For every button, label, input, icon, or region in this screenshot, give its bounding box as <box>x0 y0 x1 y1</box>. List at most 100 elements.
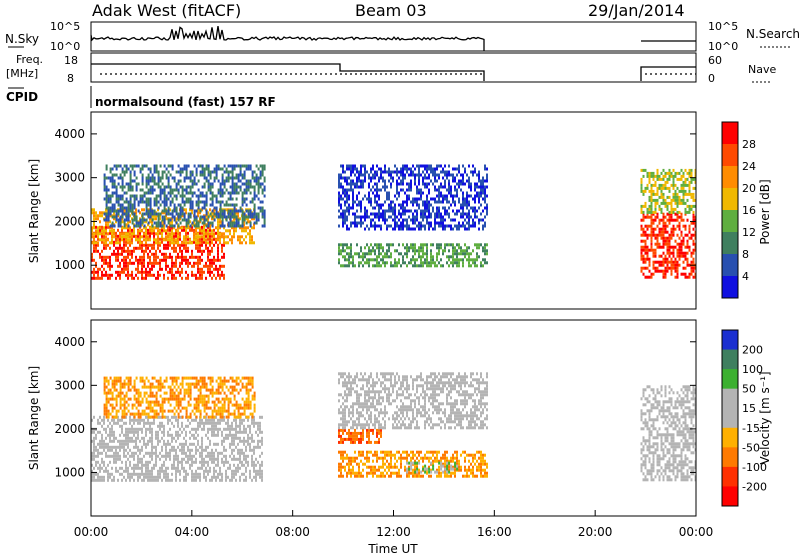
heatmap-cell <box>406 188 408 192</box>
heatmap-cell <box>189 228 191 232</box>
heatmap-cell <box>141 164 144 168</box>
heatmap-cell <box>151 209 154 213</box>
heatmap-cell <box>410 185 412 189</box>
heatmap-cell <box>95 234 97 238</box>
heatmap-cell <box>129 220 131 224</box>
heatmap-cell <box>103 439 105 443</box>
heatmap-cell <box>151 231 153 235</box>
heatmap-cell <box>384 188 386 192</box>
heatmap-cell <box>458 170 460 174</box>
heatmap-cell <box>151 212 154 216</box>
heatmap-cell <box>177 226 179 230</box>
heatmap-cell <box>368 191 370 195</box>
heatmap-cell <box>127 442 129 446</box>
heatmap-cell <box>167 176 170 180</box>
heatmap-cell <box>656 242 659 246</box>
heatmap-cell <box>127 433 129 437</box>
heatmap-cell <box>670 201 673 205</box>
heatmap-cell <box>480 212 482 216</box>
heatmap-cell <box>155 164 158 168</box>
heatmap-cell <box>402 179 404 183</box>
heatmap-cell <box>414 167 416 171</box>
heatmap-cell <box>191 264 193 268</box>
heatmap-cell <box>418 203 420 207</box>
heatmap-cell <box>203 185 206 189</box>
heatmap-cell <box>171 463 173 467</box>
heatmap-cell <box>97 270 99 274</box>
heatmap-cell <box>223 203 226 207</box>
heatmap-cell <box>105 430 107 434</box>
heatmap-cell <box>161 421 163 425</box>
heatmap-cell <box>169 478 171 482</box>
heatmap-cell <box>422 212 424 216</box>
heatmap-cell <box>219 466 221 470</box>
heatmap-cell <box>167 185 170 189</box>
heatmap-cell <box>472 170 474 174</box>
heatmap-cell <box>243 176 246 180</box>
heatmap-cell <box>153 203 156 207</box>
heatmap-cell <box>342 221 344 225</box>
heatmap-cell <box>428 191 430 195</box>
heatmap-cell <box>217 454 219 458</box>
heatmap-cell <box>368 194 370 198</box>
heatmap-cell <box>390 261 392 265</box>
heatmap-cell <box>93 448 95 452</box>
heatmap-cell <box>157 179 160 183</box>
heatmap-cell <box>478 243 480 247</box>
heatmap-cell <box>227 235 229 239</box>
heatmap-cell <box>386 249 388 253</box>
heatmap-cell <box>474 206 476 210</box>
heatmap-cell <box>676 242 679 246</box>
heatmap-cell <box>416 249 418 253</box>
heatmap-cell <box>358 176 360 180</box>
heatmap-cell <box>368 215 370 219</box>
heatmap-cell <box>678 210 681 214</box>
heatmap-cell <box>155 261 157 265</box>
heatmap-cell <box>193 182 196 186</box>
heatmap-cell <box>91 418 93 422</box>
heatmap-cell <box>233 472 235 476</box>
heatmap-cell <box>452 179 454 183</box>
heatmap-cell <box>157 255 159 259</box>
heatmap-cell <box>173 209 176 213</box>
heatmap-cell <box>215 424 217 428</box>
heatmap-cell <box>111 182 114 186</box>
heatmap-cell <box>179 264 181 268</box>
heatmap-cell <box>189 224 192 228</box>
heatmap-cell <box>344 258 346 262</box>
heatmap-cell <box>103 445 105 449</box>
heatmap-cell <box>388 224 390 228</box>
heatmap-cell <box>686 218 689 222</box>
heatmap-cell <box>219 267 221 271</box>
heatmap-cell <box>656 198 659 202</box>
heatmap-cell <box>171 261 173 265</box>
heatmap-cell <box>169 164 172 168</box>
heatmap-cell <box>111 433 113 437</box>
heatmap-cell <box>654 269 657 273</box>
heatmap-cell <box>157 454 159 458</box>
heatmap-cell <box>432 261 434 265</box>
heatmap-cell <box>239 224 242 228</box>
heatmap-cell <box>153 466 155 470</box>
heatmap-cell <box>233 229 235 233</box>
heatmap-cell <box>189 436 191 440</box>
heatmap-cell <box>221 457 223 461</box>
heatmap-cell <box>482 249 484 253</box>
heatmap-cell <box>241 229 243 233</box>
heatmap-cell <box>161 436 163 440</box>
heatmap-cell <box>131 252 133 256</box>
heatmap-cell <box>386 209 388 213</box>
heatmap-cell <box>470 188 472 192</box>
heatmap-cell <box>125 463 127 467</box>
heatmap-cell <box>233 176 236 180</box>
heatmap-cell <box>93 457 95 461</box>
heatmap-cell <box>474 188 476 192</box>
heatmap-cell <box>191 185 194 189</box>
heatmap-cell <box>97 472 99 476</box>
heatmap-cell <box>193 273 195 277</box>
heatmap-cell <box>454 179 456 183</box>
heatmap-cell <box>121 220 123 224</box>
heatmap-cell <box>352 170 354 174</box>
heatmap-cell <box>121 418 123 422</box>
heatmap-cell <box>233 439 235 443</box>
